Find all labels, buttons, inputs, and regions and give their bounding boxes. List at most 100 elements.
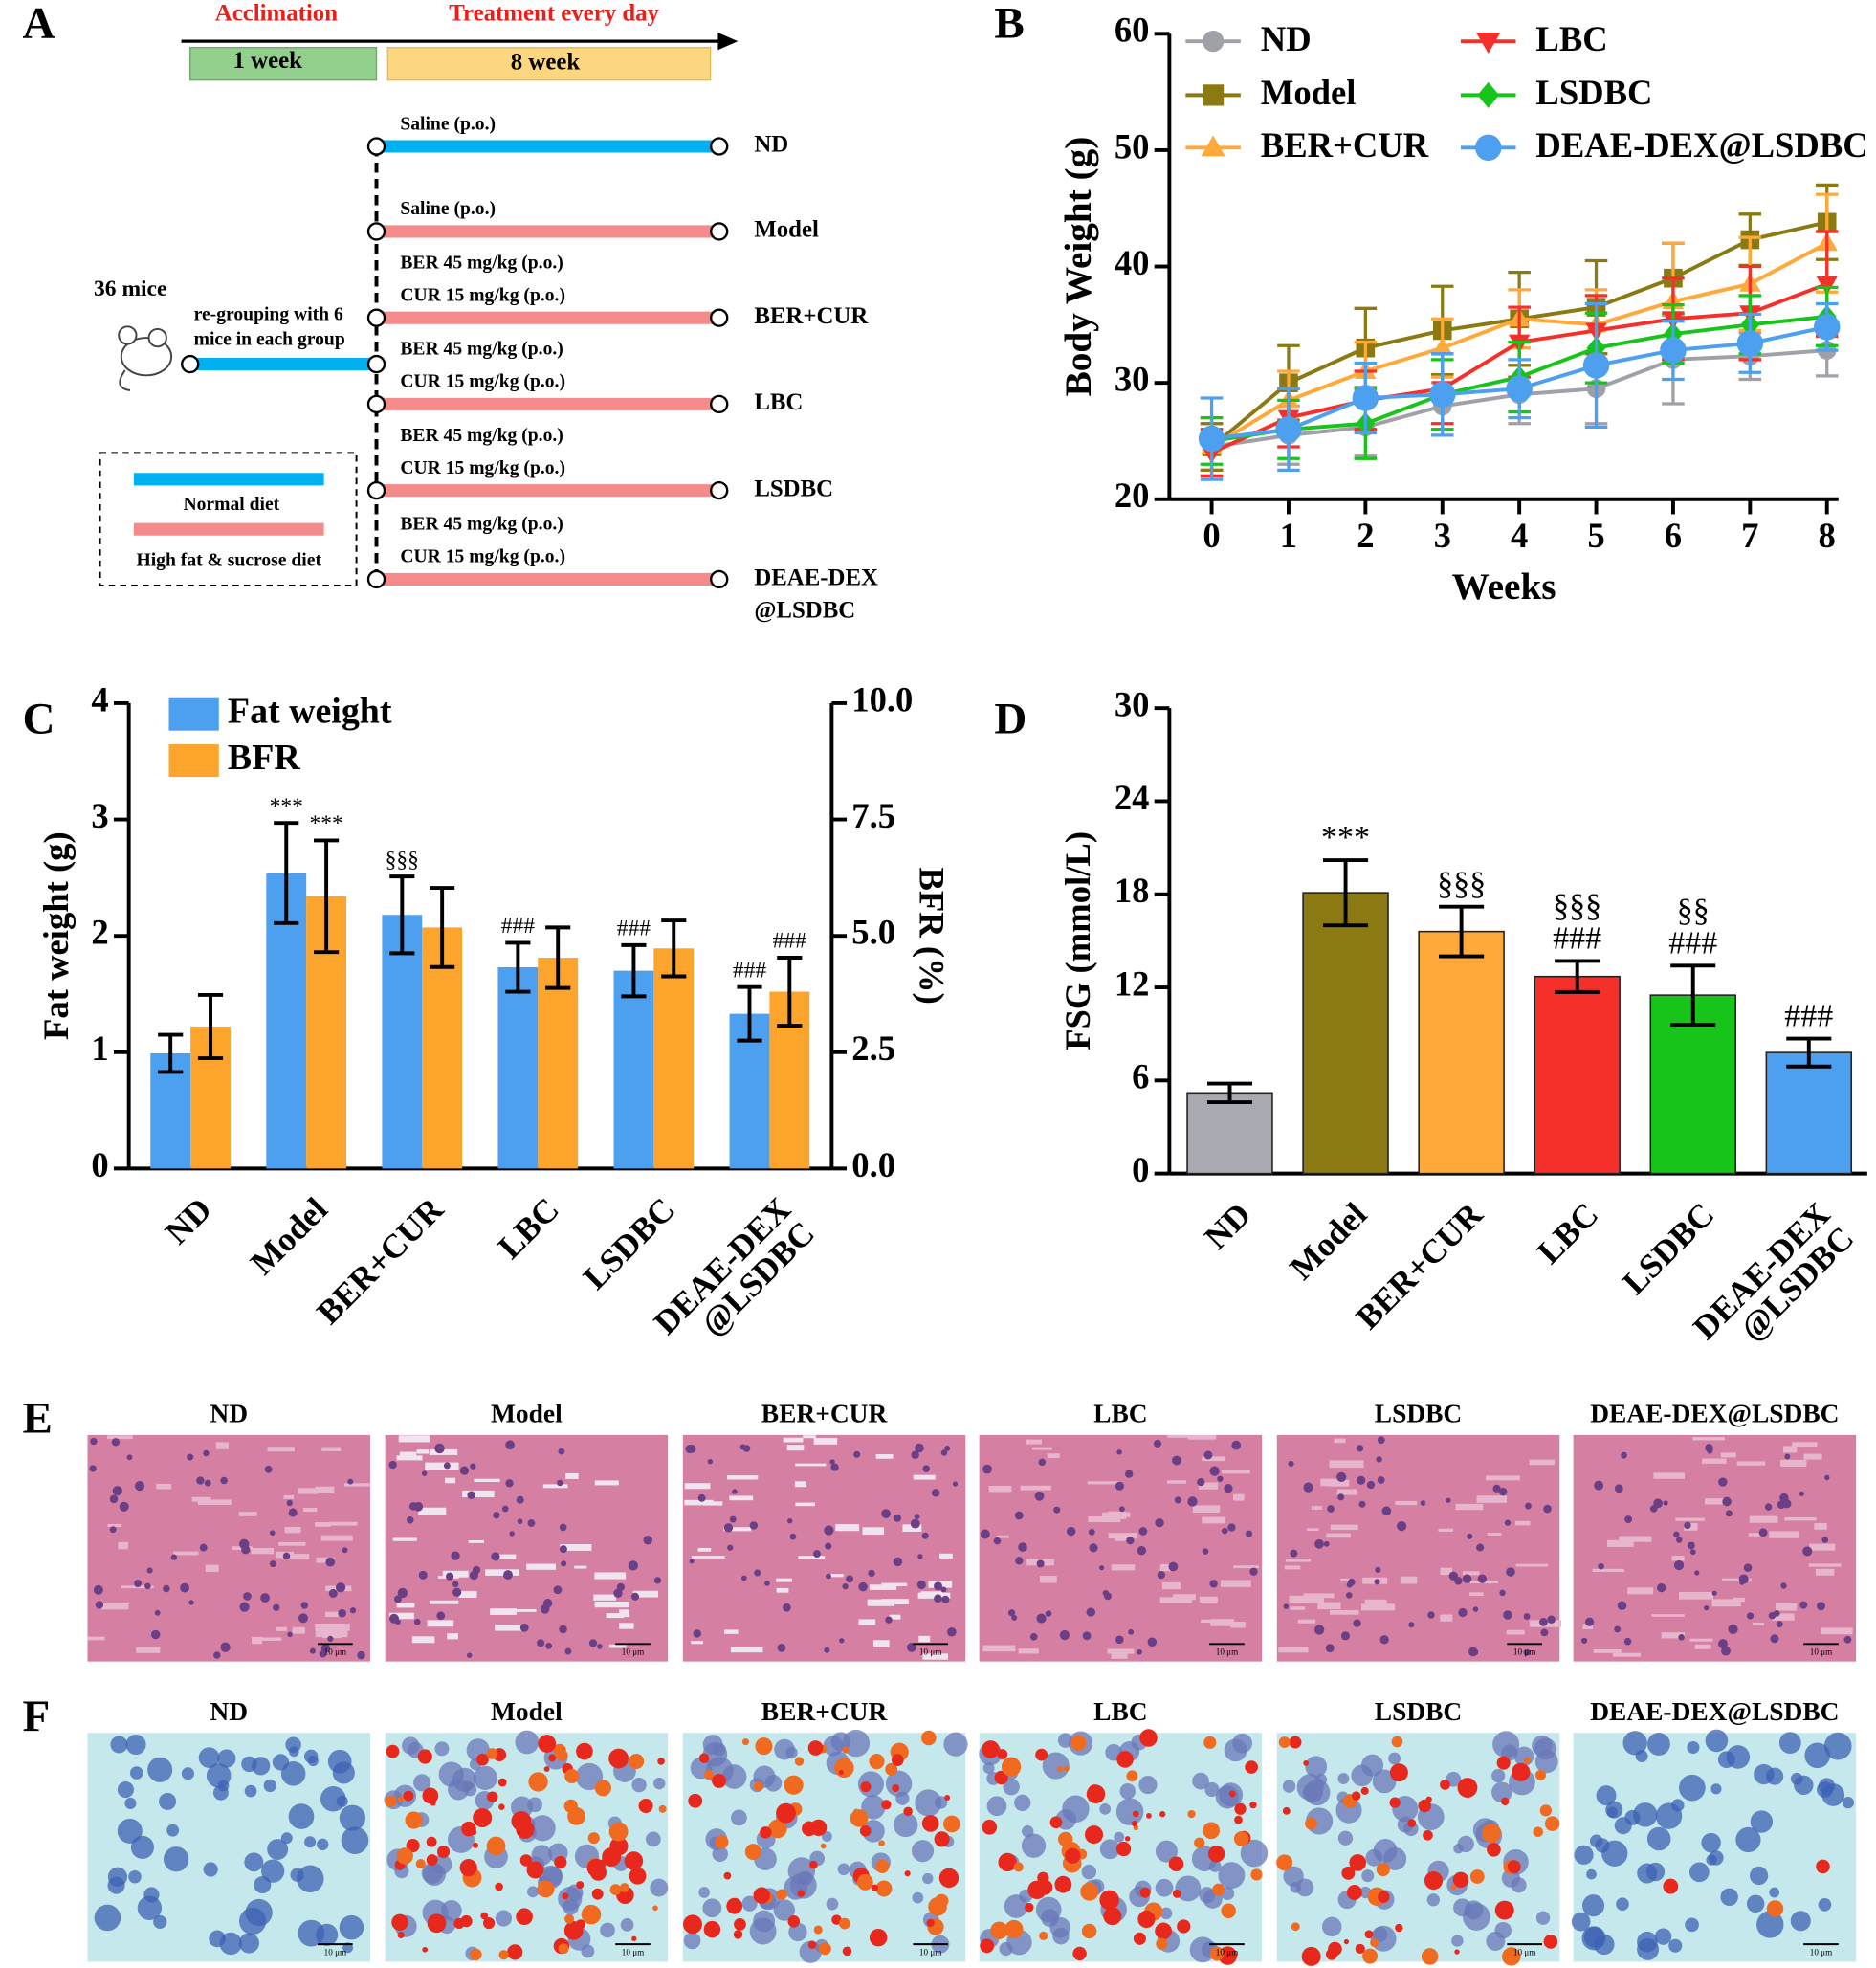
nucleus (466, 1652, 473, 1658)
lipid-droplet (892, 1784, 900, 1793)
tissue-gap (560, 1543, 592, 1551)
nucleus (1540, 1628, 1549, 1637)
cell (1004, 1894, 1028, 1918)
cell (823, 1736, 844, 1757)
cell (1685, 1917, 1699, 1933)
cell (712, 1742, 726, 1757)
lipid-droplet (1115, 1841, 1132, 1857)
cell (1616, 1897, 1629, 1912)
nucleus (1115, 1635, 1124, 1645)
lipid-droplet (683, 1914, 702, 1935)
nucleus (220, 1476, 228, 1485)
dose-label: CUR 15 mg/kg (p.o.) (400, 547, 565, 567)
cell (320, 1785, 346, 1812)
lipid-droplet (1421, 1948, 1439, 1965)
lipid-droplet (581, 1904, 602, 1925)
bar (1302, 892, 1389, 1175)
tissue-gap (251, 1548, 275, 1555)
nucleus (527, 1519, 536, 1527)
lipid-droplet (1364, 1930, 1374, 1939)
cell (698, 1887, 710, 1898)
cell (1689, 1862, 1710, 1883)
cell (821, 1831, 832, 1842)
nucleus (282, 1552, 291, 1560)
lipid-droplet (629, 1753, 645, 1770)
tissue-gap (1775, 1603, 1798, 1611)
image-title: BER+CUR (761, 1400, 889, 1428)
nucleus (934, 1581, 943, 1591)
micrograph (979, 1729, 1269, 1965)
mouse-icon (147, 327, 167, 348)
cell (1726, 1745, 1751, 1769)
lipid-droplet (726, 1897, 743, 1914)
nucleus (1773, 1609, 1780, 1617)
group-label: LBC (754, 389, 803, 415)
nucleus (1621, 1451, 1627, 1459)
micrograph (979, 1434, 1263, 1662)
nucleus (452, 1581, 459, 1588)
node (710, 394, 729, 414)
legend-label: High fat & sucrose diet (136, 551, 321, 571)
marker (1736, 330, 1764, 357)
annotation: *** (309, 811, 342, 836)
nucleus (689, 1559, 695, 1564)
tissue-gap (726, 1475, 759, 1480)
nucleus (203, 1449, 210, 1457)
lipid-droplet (391, 1913, 408, 1932)
nucleus (443, 1462, 451, 1470)
x-tick-label: LSDBC (576, 1190, 682, 1296)
x-tick-label: LBC (1530, 1196, 1605, 1271)
tissue-gap (723, 1527, 752, 1532)
nucleus (630, 1592, 640, 1601)
nucleus (239, 1538, 250, 1550)
lipid-droplet (1389, 1797, 1401, 1808)
cell (285, 1736, 301, 1753)
tissue-gap (1330, 1524, 1358, 1531)
cell (1360, 1754, 1384, 1777)
nucleus (941, 1595, 950, 1603)
nucleus (1015, 1557, 1024, 1565)
nucleus (783, 1603, 791, 1612)
cell (117, 1818, 143, 1844)
tissue-gap (1290, 1606, 1306, 1610)
dose-label: BER 45 mg/kg (p.o.) (400, 426, 563, 446)
tissue-gap (1159, 1563, 1175, 1572)
tissue-gap (1220, 1580, 1251, 1587)
lipid-droplet (543, 1766, 550, 1773)
scale-bar-label: 10 μm (622, 1947, 644, 1957)
tissue-gap (1336, 1489, 1357, 1495)
nucleus (940, 1586, 947, 1593)
tissue-gap (396, 1455, 423, 1461)
lipid-droplet (1072, 1946, 1087, 1961)
nucleus (1704, 1604, 1710, 1611)
nucleus (501, 1505, 509, 1513)
cell (1492, 1731, 1520, 1758)
legend-label: Normal diet (183, 495, 279, 515)
panel-label: C (23, 695, 55, 744)
tissue-gap (795, 1502, 816, 1507)
cell (288, 1803, 315, 1829)
tissue-gap (939, 1553, 953, 1559)
x-tick-label: Model (1283, 1196, 1375, 1288)
tissue-gap (292, 1626, 305, 1634)
lipid-droplet (1301, 1946, 1321, 1966)
tissue-gap (1704, 1498, 1732, 1505)
nucleus (1168, 1561, 1179, 1572)
lipid-droplet (869, 1928, 888, 1947)
cell (1138, 1776, 1158, 1795)
lipid-droplet (1501, 1797, 1510, 1806)
tissue-gap (867, 1599, 894, 1606)
nucleus (1126, 1537, 1135, 1545)
cell (646, 1831, 661, 1847)
nucleus (503, 1570, 513, 1581)
annotation: ### (617, 917, 651, 941)
nucleus (1118, 1506, 1125, 1513)
image-title: LSDBC (1375, 1400, 1462, 1428)
micrograph-bg (1276, 1434, 1560, 1662)
group-label: Model (754, 217, 819, 243)
nucleus (509, 1531, 515, 1537)
lipid-droplet (875, 1859, 890, 1873)
cell (1099, 1802, 1112, 1815)
cell (1646, 1733, 1670, 1756)
tissue-gap (691, 1641, 703, 1645)
